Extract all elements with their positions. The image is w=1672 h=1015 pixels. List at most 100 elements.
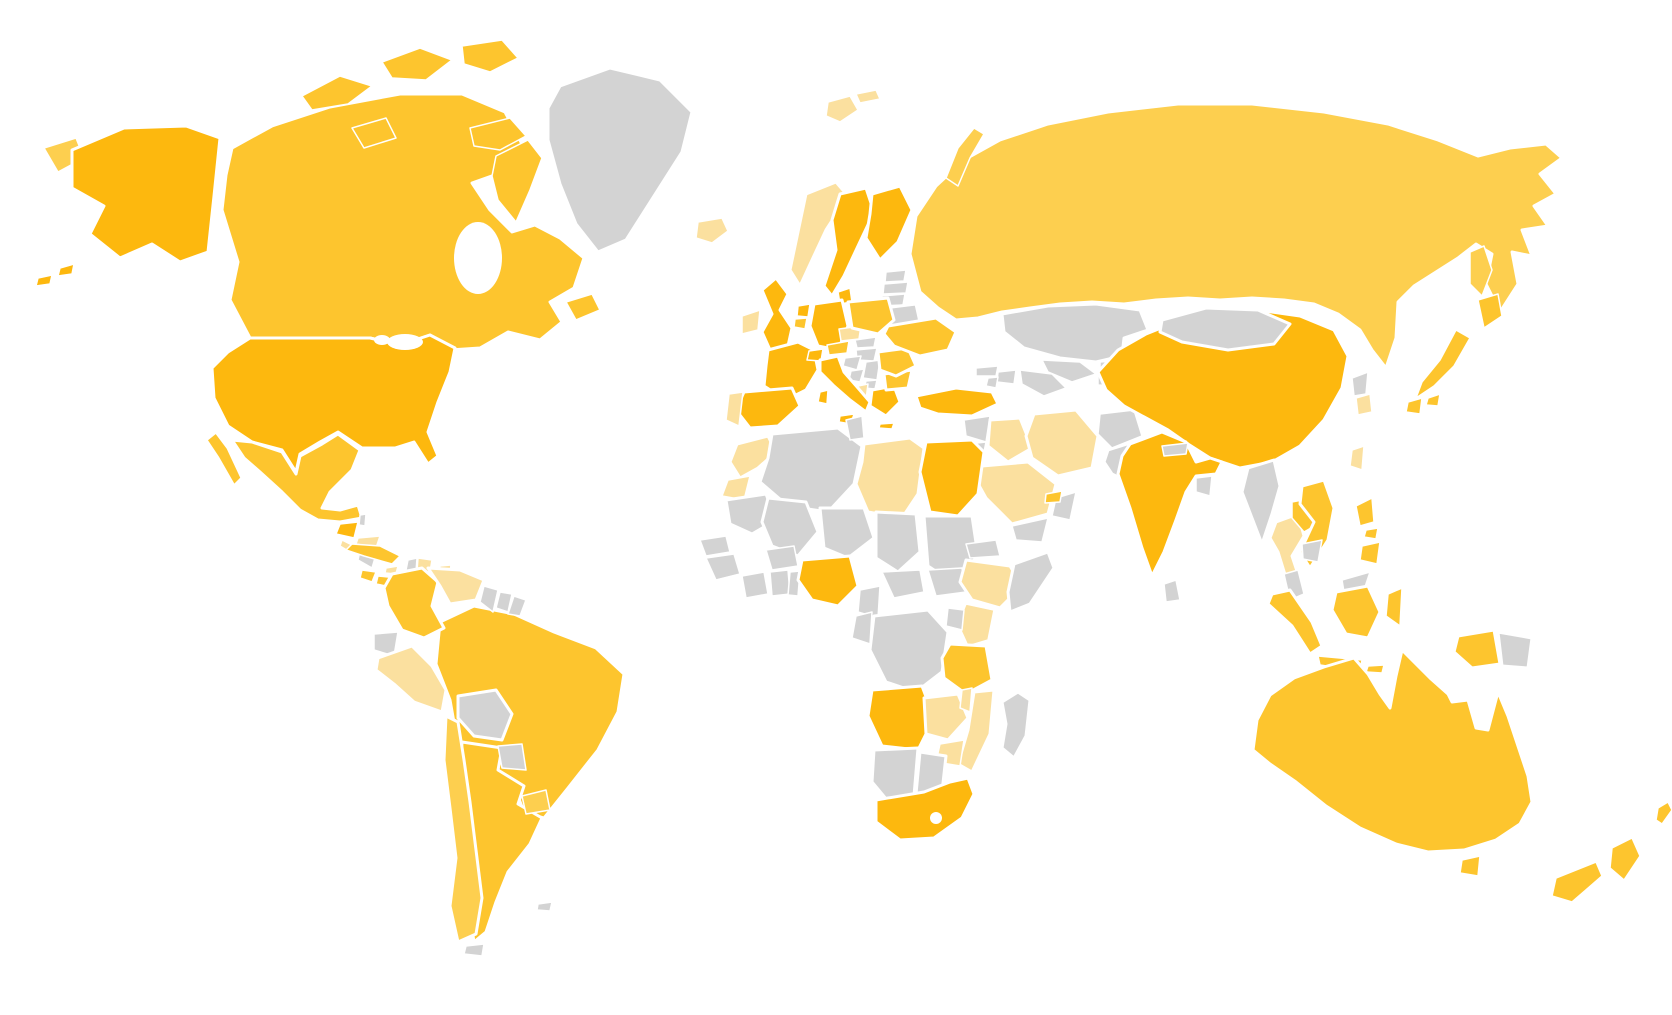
country-united-arab-emirates[interactable] xyxy=(1044,490,1063,504)
country-canada-arctic-island-4[interactable] xyxy=(469,117,527,151)
country-ethiopia[interactable] xyxy=(958,558,1024,610)
country-philippines-mindanao[interactable] xyxy=(1359,541,1381,565)
country-new-caledonia[interactable] xyxy=(1655,801,1672,825)
country-greece-crete[interactable] xyxy=(878,422,895,430)
country-united-states-aleutian-2[interactable] xyxy=(35,274,53,287)
country-mozambique[interactable] xyxy=(956,688,996,774)
country-georgia[interactable] xyxy=(975,365,999,377)
country-russia-sakhalin[interactable] xyxy=(1469,245,1493,297)
country-belize[interactable] xyxy=(358,513,367,527)
country-serbia[interactable] xyxy=(862,359,881,381)
country-uganda[interactable] xyxy=(945,607,965,631)
country-taiwan[interactable] xyxy=(1349,445,1365,471)
country-canada-arctic-island-3[interactable] xyxy=(461,39,519,73)
country-tierra-del-fuego[interactable] xyxy=(463,943,485,957)
country-morocco[interactable] xyxy=(728,434,778,480)
country-nigeria[interactable] xyxy=(796,554,860,608)
country-paraguay[interactable] xyxy=(497,743,527,771)
country-ghana[interactable] xyxy=(769,569,791,597)
country-philippines-luzon[interactable] xyxy=(1355,497,1375,527)
country-ukraine[interactable] xyxy=(882,316,958,358)
country-central-african-republic[interactable] xyxy=(881,569,925,599)
country-azerbaijan[interactable] xyxy=(996,369,1017,385)
country-niger[interactable] xyxy=(818,506,876,560)
country-cote-divoire[interactable] xyxy=(741,571,769,599)
country-chile[interactable] xyxy=(442,714,484,944)
country-somalia[interactable] xyxy=(1006,550,1056,614)
country-tunisia[interactable] xyxy=(845,415,865,441)
country-iraq[interactable] xyxy=(986,416,1034,464)
country-turkmenistan[interactable] xyxy=(1019,369,1067,397)
country-new-zealand-north[interactable] xyxy=(1609,837,1641,881)
country-guyana[interactable] xyxy=(479,585,499,613)
country-yemen[interactable] xyxy=(1011,517,1049,543)
country-chad[interactable] xyxy=(874,510,922,574)
country-japan-shikoku[interactable] xyxy=(1425,393,1441,407)
country-bangladesh[interactable] xyxy=(1195,475,1213,497)
country-japan-hokkaido[interactable] xyxy=(1477,293,1503,329)
country-indonesia-lesser-sunda[interactable] xyxy=(1365,664,1385,674)
country-australia[interactable] xyxy=(1251,648,1534,854)
country-svalbard[interactable] xyxy=(825,95,859,123)
country-austria[interactable] xyxy=(826,340,850,356)
country-indonesia-sumatra[interactable] xyxy=(1266,588,1324,656)
country-guatemala[interactable] xyxy=(335,521,359,539)
country-india[interactable] xyxy=(1116,430,1224,578)
country-north-korea[interactable] xyxy=(1351,371,1369,397)
country-france[interactable] xyxy=(762,340,820,402)
country-mexico-baja[interactable] xyxy=(204,430,244,488)
country-finland[interactable] xyxy=(864,184,914,262)
country-ireland[interactable] xyxy=(741,309,761,335)
country-uruguay[interactable] xyxy=(521,789,551,815)
country-afghanistan[interactable] xyxy=(1097,409,1143,449)
country-canada[interactable] xyxy=(220,92,586,352)
country-colombia[interactable] xyxy=(382,566,446,640)
country-venezuela[interactable] xyxy=(426,566,486,606)
country-united-states-aleutian-1[interactable] xyxy=(57,263,75,277)
country-indonesia-sulawesi[interactable] xyxy=(1385,587,1403,627)
country-netherlands[interactable] xyxy=(796,303,811,318)
country-south-korea[interactable] xyxy=(1355,393,1373,416)
country-burkina-faso[interactable] xyxy=(765,545,799,571)
country-canada-baffin[interactable] xyxy=(491,139,543,223)
country-nepal[interactable] xyxy=(1161,442,1189,457)
country-canada-arctic-island-2[interactable] xyxy=(381,47,453,81)
country-costa-rica[interactable] xyxy=(359,569,377,583)
country-cambodia[interactable] xyxy=(1301,539,1323,563)
country-japan-kyushu[interactable] xyxy=(1405,397,1423,415)
country-sri-lanka[interactable] xyxy=(1163,579,1181,603)
country-united-kingdom[interactable] xyxy=(760,276,794,352)
country-turkey[interactable] xyxy=(914,386,1000,418)
country-russia-novaya-zemlya[interactable] xyxy=(945,127,985,187)
country-indonesia-papua[interactable] xyxy=(1452,628,1502,670)
country-armenia[interactable] xyxy=(985,376,999,389)
country-bolivia[interactable] xyxy=(456,688,514,742)
country-svalbard-2[interactable] xyxy=(855,89,881,104)
country-egypt[interactable] xyxy=(918,438,986,518)
country-papua-new-guinea[interactable] xyxy=(1496,630,1534,670)
country-slovakia[interactable] xyxy=(854,336,877,349)
country-south-africa[interactable] xyxy=(874,776,976,842)
country-senegal[interactable] xyxy=(699,535,731,557)
country-philippines-visayas[interactable] xyxy=(1363,527,1379,540)
country-greenland[interactable] xyxy=(546,66,694,254)
country-guinea[interactable] xyxy=(705,553,741,581)
country-italy-sardinia[interactable] xyxy=(817,389,829,405)
country-japan-honshu[interactable] xyxy=(1415,329,1471,399)
country-new-zealand-south[interactable] xyxy=(1551,861,1603,903)
country-falkland-islands[interactable] xyxy=(536,901,553,912)
country-latvia[interactable] xyxy=(882,281,909,295)
country-australia-tasmania[interactable] xyxy=(1459,855,1481,877)
country-canada-arctic-island-5[interactable] xyxy=(351,117,397,149)
country-united-states[interactable] xyxy=(210,333,457,474)
country-mexico[interactable] xyxy=(230,432,364,524)
country-estonia[interactable] xyxy=(884,269,907,283)
country-portugal[interactable] xyxy=(725,391,744,427)
country-mongolia[interactable] xyxy=(1158,306,1292,352)
country-mali[interactable] xyxy=(760,496,820,558)
country-canada-newfoundland[interactable] xyxy=(565,293,601,321)
country-democratic-republic-of-congo[interactable] xyxy=(868,608,950,694)
country-indonesia-kalimantan[interactable] xyxy=(1330,584,1382,640)
country-peru[interactable] xyxy=(374,644,448,714)
country-belgium[interactable] xyxy=(793,317,808,330)
